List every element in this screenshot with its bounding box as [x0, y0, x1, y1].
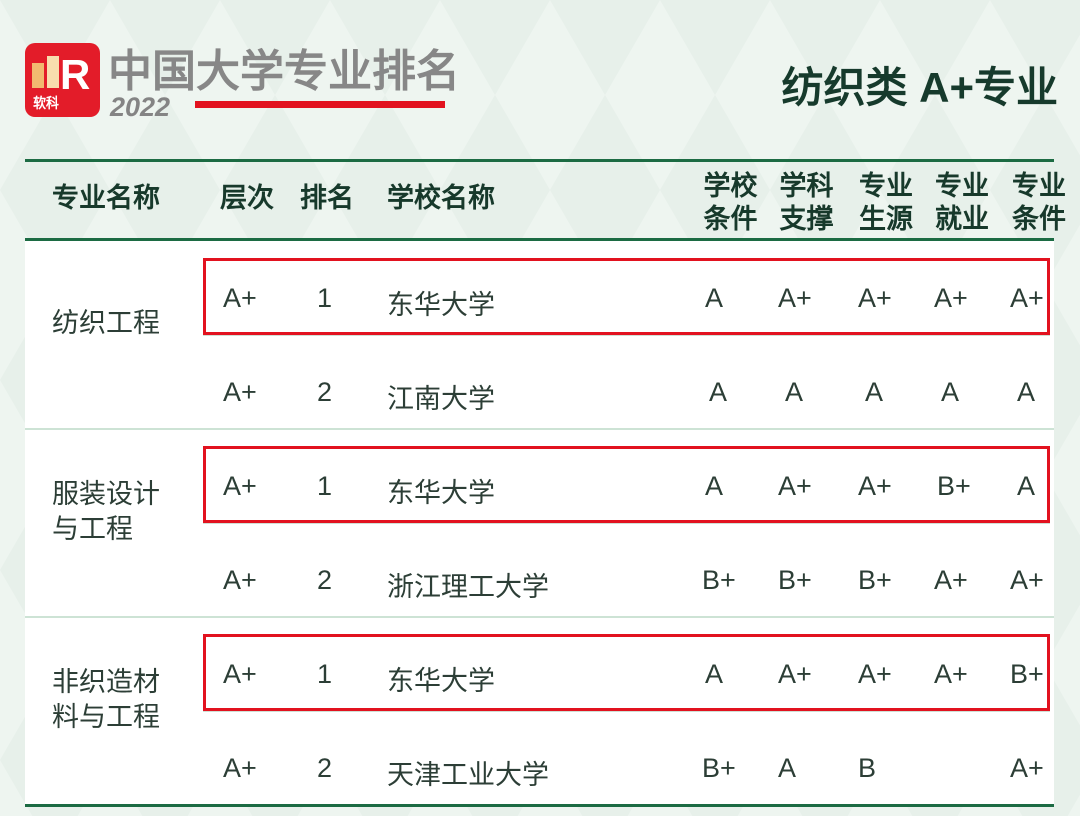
svg-text:R: R [60, 51, 90, 98]
